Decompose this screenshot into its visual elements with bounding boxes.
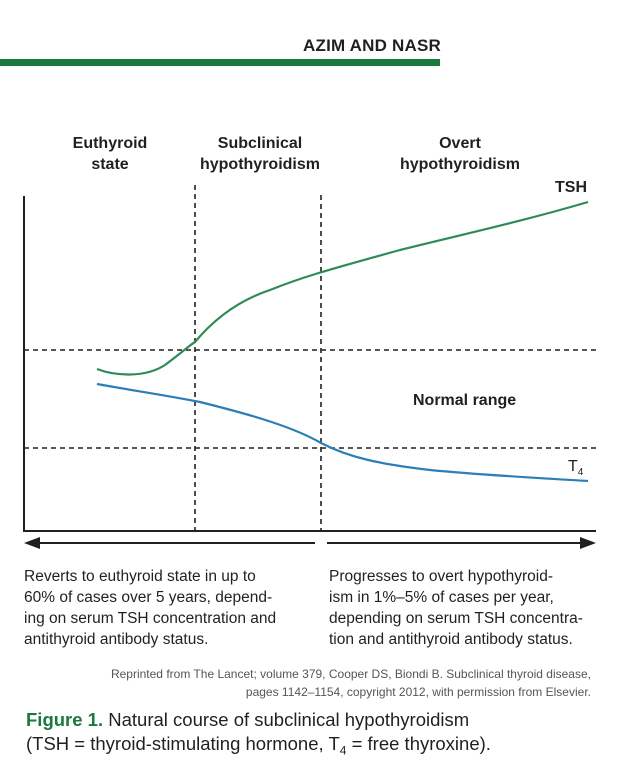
tsh-curve-label: TSH (555, 179, 587, 196)
caption-euthyroid-outcome: Reverts to euthyroid state in up to 60% … (24, 568, 277, 648)
page-header: AZIM AND NASR (0, 0, 621, 70)
reprint-credit: Reprinted from The Lancet; volume 379, C… (110, 667, 591, 699)
header-rule (0, 59, 440, 66)
figure-caption: Figure 1. Natural course of subclinical … (26, 709, 491, 758)
figure-label: Figure 1. (26, 709, 104, 730)
caption-overt-outcome: Progresses to overt hypothyroid- ism in … (329, 568, 583, 648)
natural-course-diagram: TSH T4 Normal range (23, 179, 596, 549)
journal-running-title: AZIM AND NASR (303, 36, 441, 55)
right-arrowhead (580, 537, 596, 549)
phase-label-subclinical: Subclinical hypothyroidism (199, 135, 320, 173)
t4-curve-label: T4 (568, 458, 584, 478)
left-arrowhead (24, 537, 40, 549)
phase-label-euthyroid: Euthyroid state (72, 135, 148, 173)
phase-label-overt: Overt hypothyroidism (399, 135, 520, 173)
t4-curve (96, 382, 589, 483)
normal-range-label: Normal range (413, 392, 516, 409)
tsh-curve (96, 200, 589, 376)
